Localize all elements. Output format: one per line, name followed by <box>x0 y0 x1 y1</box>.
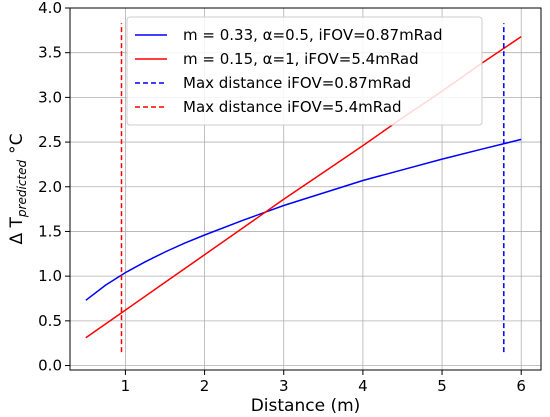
y-axis-label: Δ Tpredicted °C <box>7 134 29 245</box>
legend-label-3: Max distance iFOV=0.87mRad <box>183 74 411 92</box>
legend: m = 0.33, α=0.5, iFOV=0.87mRad m = 0.15, … <box>126 16 483 126</box>
y-axis-label-unit: °C <box>7 134 27 154</box>
x-tick-label: 3 <box>279 377 289 395</box>
legend-label-1: m = 0.33, α=0.5, iFOV=0.87mRad <box>183 26 442 44</box>
y-tick-label: 2.0 <box>38 178 62 196</box>
y-tick-label: 0.5 <box>38 312 62 330</box>
y-axis-ticks: 0.0 0.5 1.0 1.5 2.0 2.5 3.0 3.5 4.0 <box>38 0 70 375</box>
y-axis-label-subscript: predicted <box>15 160 29 219</box>
x-tick-label: 4 <box>358 377 368 395</box>
x-tick-label: 6 <box>516 377 526 395</box>
x-tick-label: 1 <box>121 377 131 395</box>
legend-box <box>126 16 483 126</box>
legend-label-2: m = 0.15, α=1, iFOV=5.4mRad <box>183 50 419 68</box>
y-axis-label-main: Δ T <box>7 216 27 244</box>
legend-label-4: Max distance iFOV=5.4mRad <box>183 98 402 116</box>
x-tick-label: 2 <box>200 377 210 395</box>
x-axis-label: Distance (m) <box>251 396 361 416</box>
y-tick-label: 3.5 <box>38 44 62 62</box>
y-tick-label: 1.5 <box>38 222 62 240</box>
plot-frame <box>69 7 542 371</box>
y-tick-label: 0.0 <box>38 357 62 375</box>
y-tick-label: 3.0 <box>38 88 62 106</box>
y-tick-label: 2.5 <box>38 133 62 151</box>
x-tick-label: 5 <box>437 377 447 395</box>
x-axis-ticks: 1 2 3 4 5 6 <box>121 370 526 395</box>
y-tick-label: 1.0 <box>38 267 62 285</box>
y-tick-label: 4.0 <box>38 0 62 17</box>
series-line-1 <box>85 138 522 301</box>
